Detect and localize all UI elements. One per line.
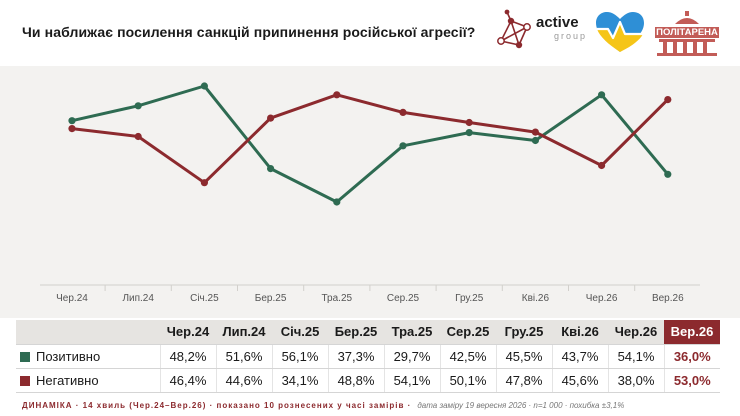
table-header-month-latest: Вер.26 xyxy=(664,320,720,345)
x-tick-label: Бер.25 xyxy=(255,293,287,304)
x-tick-label: Чер.24 xyxy=(56,293,88,304)
table-cell: 51,6% xyxy=(215,344,272,369)
data-point-negative xyxy=(68,125,76,133)
active-group-logo: active group xyxy=(497,9,587,55)
table-cell-latest: 53,0% xyxy=(663,368,720,393)
data-point-positive xyxy=(399,142,407,150)
table-cell: 46,4% xyxy=(159,368,216,393)
negative-swatch xyxy=(20,375,30,386)
data-point-positive xyxy=(598,91,606,99)
active-logo-text: active xyxy=(536,14,579,31)
row-label: Негативно xyxy=(16,368,160,393)
x-tick-label: Вер.26 xyxy=(652,293,684,304)
politarena-logo: ПОЛІТАРЕНА xyxy=(655,10,719,56)
table-cell: 48,8% xyxy=(327,368,384,393)
x-tick-label: Чер.26 xyxy=(586,293,618,304)
table-cell: 44,6% xyxy=(215,368,272,393)
x-tick-label: Лип.24 xyxy=(122,293,154,304)
table-cell: 42,5% xyxy=(439,344,496,369)
positive-swatch xyxy=(20,351,30,362)
table-header-month: Кві.26 xyxy=(552,320,608,345)
series-line-positive xyxy=(70,84,670,204)
table-cell: 54,1% xyxy=(383,368,440,393)
x-tick-label: Кві.26 xyxy=(522,293,550,304)
table-corner-cell xyxy=(16,320,160,345)
footer-note: дата заміру 19 вересня 2026 · n=1 000 · … xyxy=(417,401,625,410)
data-point-negative xyxy=(134,132,142,141)
series-line-negative xyxy=(70,93,670,185)
table-cell: 29,7% xyxy=(383,344,440,369)
data-point-positive xyxy=(68,117,76,125)
data-point-positive xyxy=(664,170,672,178)
header: Чи наближає посилення санкцій припинення… xyxy=(0,0,740,66)
data-point-positive xyxy=(200,82,208,90)
table-cell: 48,2% xyxy=(159,344,216,369)
table-cell: 56,1% xyxy=(271,344,328,369)
table-cell: 45,6% xyxy=(551,368,608,393)
x-tick-label: Сер.25 xyxy=(387,293,420,304)
data-point-positive xyxy=(267,165,275,173)
table-header-month: Чер.24 xyxy=(160,320,216,345)
table-cell: 54,1% xyxy=(607,344,664,369)
data-point-positive xyxy=(465,129,473,137)
table-cell: 47,8% xyxy=(495,368,552,393)
politarena-logo-text: ПОЛІТАРЕНА xyxy=(655,27,719,38)
chart-title: Чи наближає посилення санкцій припинення… xyxy=(22,24,476,40)
table-cell: 50,1% xyxy=(439,368,496,393)
table-header-month: Сер.25 xyxy=(440,320,496,345)
parliament-building-icon xyxy=(657,11,717,56)
data-point-negative xyxy=(465,118,473,127)
table-cell: 45,5% xyxy=(495,344,552,369)
data-point-negative xyxy=(531,128,540,136)
x-tick-label: Гру.25 xyxy=(455,293,484,304)
data-point-negative xyxy=(664,96,672,104)
row-label-text: Позитивно xyxy=(36,348,101,364)
table-header-month: Лип.24 xyxy=(216,320,272,345)
table-row-negative: Негативно 46,4% 44,6% 34,1% 48,8% 54,1% … xyxy=(16,368,720,393)
table-header-month: Гру.25 xyxy=(496,320,552,345)
data-table: Чер.24 Лип.24 Січ.25 Бер.25 Тра.25 Сер.2… xyxy=(16,320,720,393)
table-cell: 34,1% xyxy=(271,368,328,393)
table-header-row: Чер.24 Лип.24 Січ.25 Бер.25 Тра.25 Сер.2… xyxy=(16,320,720,345)
table-cell: 43,7% xyxy=(551,344,608,369)
table-header-month: Бер.25 xyxy=(328,320,384,345)
data-point-negative xyxy=(267,114,275,122)
table-cell: 38,0% xyxy=(607,368,664,393)
data-point-negative xyxy=(333,91,341,99)
active-logo-subtext: group xyxy=(554,31,588,41)
data-point-negative xyxy=(399,108,407,116)
table-header-month: Чер.26 xyxy=(608,320,664,345)
table-header-month: Січ.25 xyxy=(272,320,328,345)
row-label-text: Негативно xyxy=(36,372,99,388)
data-point-positive xyxy=(531,136,540,145)
ukraine-heart-icon xyxy=(596,12,644,52)
data-point-negative xyxy=(598,161,606,170)
data-point-positive xyxy=(134,102,142,110)
table-row-positive: Позитивно 48,2% 51,6% 56,1% 37,3% 29,7% … xyxy=(16,344,720,369)
row-label: Позитивно xyxy=(16,344,160,369)
footer-main: ДИНАМІКА · 14 хвиль (Чер.24–Вер.26) · по… xyxy=(22,401,412,410)
line-chart: Чер.24 Лип.24 Січ.25 Бер.25 Тра.25 Сер.25 Гру.… xyxy=(40,82,700,304)
table-cell-latest: 36,0% xyxy=(663,344,720,369)
table-cell: 37,3% xyxy=(327,344,384,369)
table-header-month: Тра.25 xyxy=(384,320,440,345)
data-point-positive xyxy=(333,198,341,206)
data-point-negative xyxy=(200,179,208,187)
network-icon xyxy=(497,9,531,49)
footer: ДИНАМІКА · 14 хвиль (Чер.24–Вер.26) · по… xyxy=(22,401,722,410)
x-tick-label: Тра.25 xyxy=(322,293,353,304)
x-tick-label: Січ.25 xyxy=(190,293,219,304)
